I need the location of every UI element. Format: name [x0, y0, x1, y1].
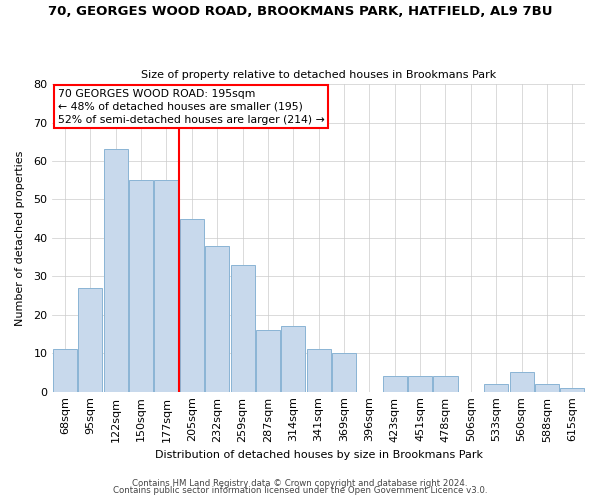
Bar — [79, 288, 103, 392]
Text: 70 GEORGES WOOD ROAD: 195sqm
← 48% of detached houses are smaller (195)
52% of s: 70 GEORGES WOOD ROAD: 195sqm ← 48% of de… — [58, 88, 325, 125]
Bar — [408, 376, 432, 392]
Bar — [230, 265, 254, 392]
Bar — [205, 246, 229, 392]
Text: 70, GEORGES WOOD ROAD, BROOKMANS PARK, HATFIELD, AL9 7BU: 70, GEORGES WOOD ROAD, BROOKMANS PARK, H… — [48, 5, 552, 18]
Bar — [281, 326, 305, 392]
Bar — [509, 372, 533, 392]
Bar — [307, 350, 331, 392]
Bar — [53, 350, 77, 392]
Bar — [154, 180, 179, 392]
Bar — [433, 376, 458, 392]
Bar — [484, 384, 508, 392]
Bar — [129, 180, 153, 392]
Bar — [383, 376, 407, 392]
Title: Size of property relative to detached houses in Brookmans Park: Size of property relative to detached ho… — [141, 70, 496, 81]
Bar — [332, 353, 356, 392]
Bar — [104, 150, 128, 392]
Text: Contains public sector information licensed under the Open Government Licence v3: Contains public sector information licen… — [113, 486, 487, 495]
X-axis label: Distribution of detached houses by size in Brookmans Park: Distribution of detached houses by size … — [155, 450, 482, 460]
Y-axis label: Number of detached properties: Number of detached properties — [15, 150, 25, 326]
Text: Contains HM Land Registry data © Crown copyright and database right 2024.: Contains HM Land Registry data © Crown c… — [132, 478, 468, 488]
Bar — [560, 388, 584, 392]
Bar — [256, 330, 280, 392]
Bar — [180, 218, 204, 392]
Bar — [535, 384, 559, 392]
